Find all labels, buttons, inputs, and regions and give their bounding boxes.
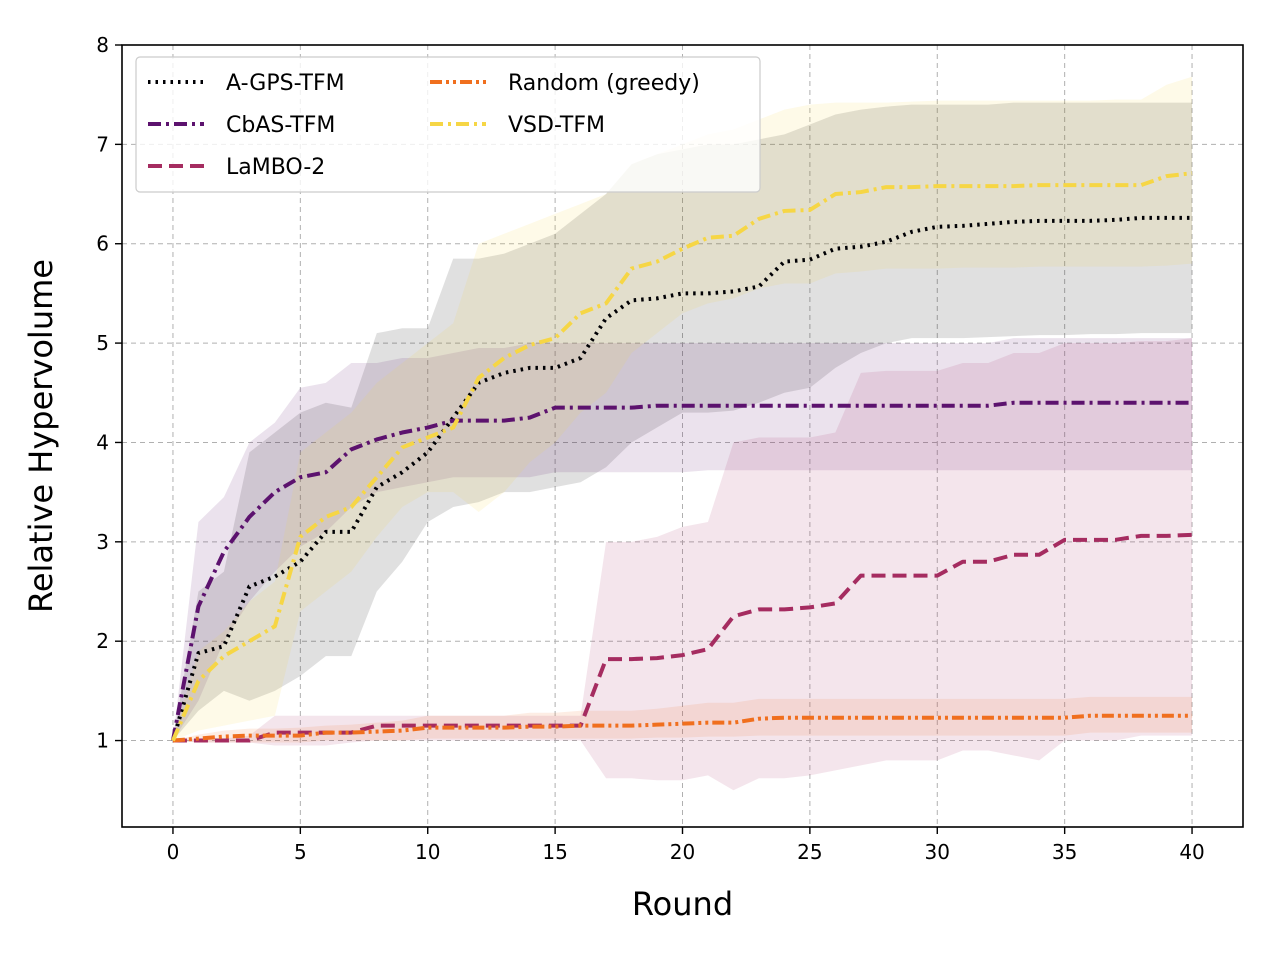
series-lines (170, 171, 1193, 743)
x-axis-ticks: 0 5 10 15 20 25 30 35 40 (167, 827, 1205, 864)
y-tick-label: 8 (96, 33, 109, 57)
x-tick-label: 5 (294, 840, 307, 864)
x-tick-label: 20 (670, 840, 695, 864)
legend: A-GPS-TFM CbAS-TFM LaMBO-2 Random (greedy) V… (135, 56, 761, 193)
y-tick-label: 3 (96, 530, 109, 554)
band-vsd-tfm (172, 76, 1193, 741)
legend-label-random-greedy-: Random (greedy) (508, 71, 700, 96)
band-lambo-2 (172, 338, 1193, 791)
legend-label-a-gps-tfm: A-GPS-TFM (226, 71, 345, 96)
y-tick-label: 5 (96, 331, 109, 355)
y-tick-label: 4 (96, 430, 109, 454)
x-tick-label: 15 (542, 840, 567, 864)
y-tick-label: 1 (96, 729, 109, 753)
x-tick-label: 10 (415, 840, 440, 864)
y-axis-ticks: 1 2 3 4 5 6 7 8 (96, 33, 122, 753)
series-line-a-gps-tfm (171, 215, 1193, 742)
series-line-random-greedy- (172, 713, 1193, 743)
legend-label-vsd-tfm: VSD-TFM (508, 113, 605, 138)
x-tick-label: 40 (1179, 840, 1204, 864)
band-a-gps-tfm (172, 102, 1193, 741)
y-tick-label: 6 (96, 232, 109, 256)
series-line-cbas-tfm (170, 400, 1193, 741)
x-tick-label: 35 (1052, 840, 1077, 864)
y-tick-label: 2 (96, 629, 109, 653)
series-line-vsd-tfm (171, 171, 1193, 742)
band-random-greedy- (172, 696, 1193, 743)
x-tick-label: 25 (797, 840, 822, 864)
series-line-lambo-2 (172, 532, 1193, 743)
x-axis-title: Round (632, 885, 733, 923)
legend-label-cbas-tfm: CbAS-TFM (226, 113, 335, 138)
y-tick-label: 7 (96, 132, 109, 156)
x-tick-label: 0 (167, 840, 180, 864)
x-tick-label: 30 (925, 840, 950, 864)
y-axis-title: Relative Hypervolume (22, 259, 60, 613)
legend-label-lambo-2: LaMBO-2 (226, 155, 325, 180)
